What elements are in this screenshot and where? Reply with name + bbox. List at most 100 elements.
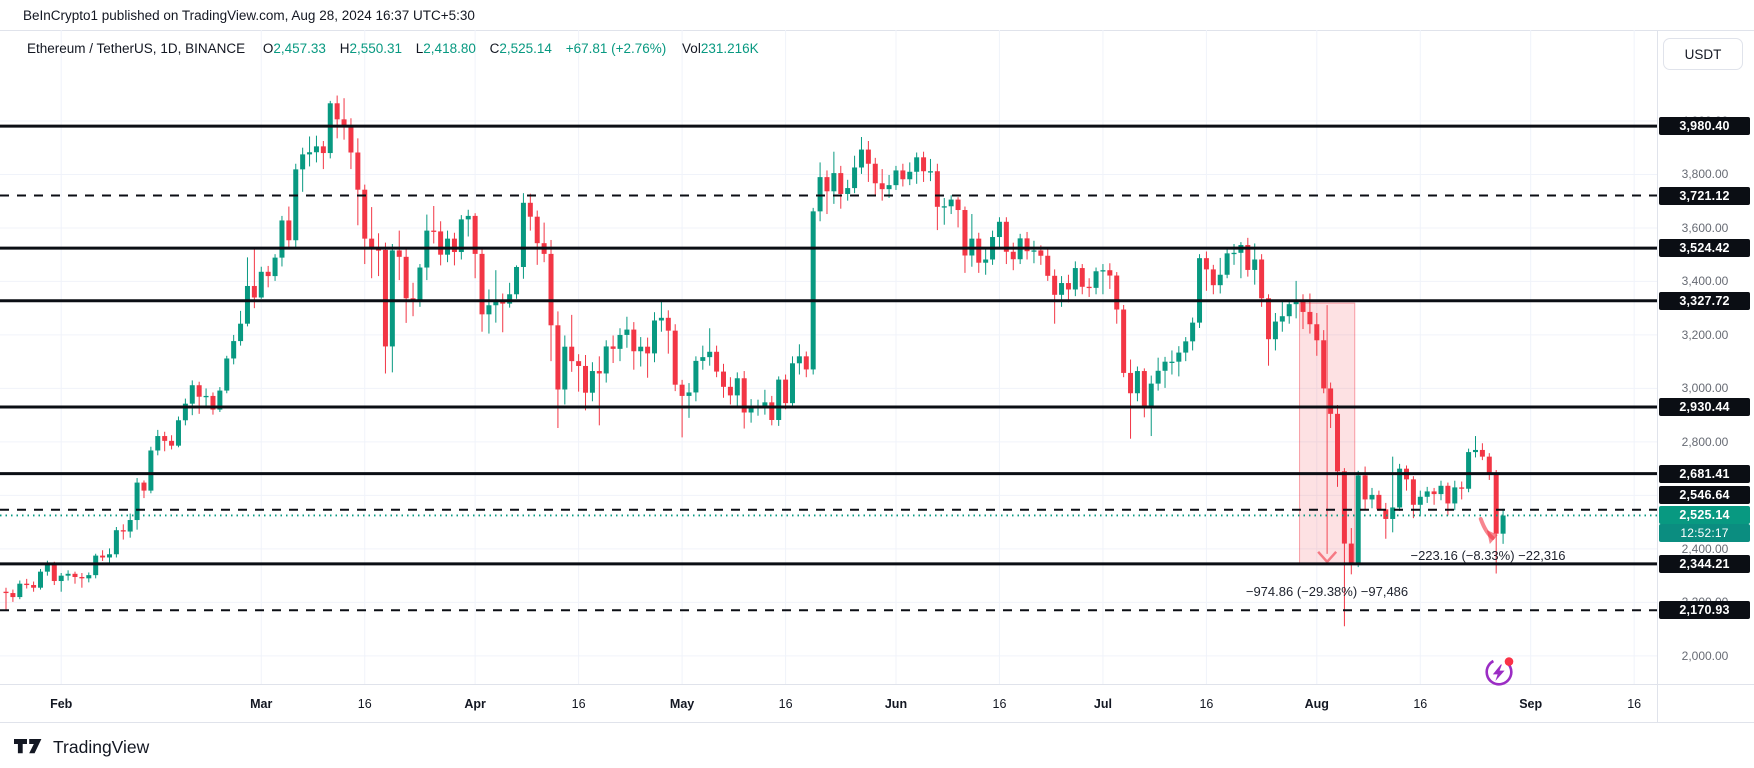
candle-body (527, 202, 533, 217)
candle-body (155, 436, 161, 451)
candle-body (169, 440, 175, 446)
candle-body (1072, 268, 1078, 290)
candle-body (31, 585, 37, 588)
time-axis-label: Feb (50, 697, 73, 711)
level-price-badge: 2,930.44 (1659, 398, 1750, 417)
candle-body (258, 271, 264, 298)
candle-body (251, 285, 257, 298)
candle-body (465, 215, 471, 220)
candle-body (1369, 494, 1375, 500)
close-value: 2,525.14 (499, 41, 552, 56)
candle-body (762, 402, 768, 406)
candle-body (665, 317, 671, 331)
level-price-badge: 2,546.64 (1659, 486, 1750, 505)
candle-body (182, 403, 188, 421)
candle-body (852, 167, 858, 189)
candle-body (617, 334, 623, 349)
candle-body (1438, 485, 1444, 495)
candle-body (203, 395, 209, 398)
candle-body (1279, 316, 1285, 322)
candle-body (1114, 275, 1120, 310)
level-price-badge: 3,980.40 (1659, 117, 1750, 136)
price-axis-label: 3,800.00 (1681, 167, 1729, 182)
candle-body (520, 202, 526, 267)
symbol-title[interactable]: Ethereum / TetherUS, 1D, BINANCE (27, 41, 246, 56)
candle-body (1459, 487, 1465, 489)
candle-body (1286, 304, 1292, 317)
candle-body (1210, 269, 1216, 286)
candle-body (438, 231, 444, 255)
candle-body (44, 563, 50, 572)
candle-body (1300, 299, 1306, 312)
candle-body (1355, 475, 1361, 564)
time-axis-label: 16 (1199, 697, 1214, 711)
candle-body (658, 317, 664, 321)
candle-body (431, 230, 437, 232)
open-label: O (262, 41, 274, 56)
measure-label-crash: −974.86 (−29.38%) −97,486 (1245, 584, 1409, 599)
candle-body (244, 285, 250, 324)
bar-countdown: 12:52:17 (1659, 524, 1750, 543)
candle-body (893, 170, 899, 186)
candle-body (1362, 475, 1368, 500)
candle-body (17, 583, 23, 598)
candle-body (700, 357, 706, 361)
candle-body (1328, 388, 1334, 414)
candle-body (113, 530, 119, 555)
candle-body (1010, 251, 1016, 260)
candle-body (962, 210, 968, 256)
candle-body (1134, 371, 1140, 394)
candle-body (1079, 268, 1085, 287)
candle-body (603, 346, 609, 374)
candle-body (1472, 449, 1478, 453)
candle-body (548, 253, 554, 326)
candle-body (3, 591, 9, 594)
candle-body (1190, 322, 1196, 342)
candle-body (86, 575, 92, 579)
candle-body (1197, 258, 1203, 323)
candle-body (734, 378, 740, 396)
currency-toggle-button[interactable]: USDT (1663, 38, 1743, 70)
candle-body (162, 436, 168, 441)
candle-body (1397, 468, 1403, 508)
candle-body (1203, 258, 1209, 270)
candle-body (1169, 361, 1175, 363)
candle-body (1086, 286, 1092, 289)
candle-body (79, 577, 85, 579)
candle-body (100, 555, 106, 558)
candle-body (727, 386, 733, 396)
candle-body (376, 249, 382, 251)
candle-body (941, 206, 947, 208)
candle-body (1128, 372, 1134, 394)
candle-body (1383, 509, 1389, 519)
chart-top-border (0, 30, 1754, 31)
candle-body (672, 330, 678, 385)
candle-body (1045, 255, 1051, 276)
candle-body (858, 149, 864, 168)
candle-body (486, 305, 492, 315)
candle-body (1445, 485, 1451, 504)
tradingview-logo[interactable]: TradingView (14, 737, 149, 758)
candle-body (1107, 270, 1113, 276)
close-label: C (489, 41, 500, 56)
candle-body (1266, 298, 1272, 340)
low-label: L (415, 41, 424, 56)
candle-body (65, 573, 71, 576)
candle-body (1065, 283, 1071, 290)
time-axis-label: 16 (357, 697, 372, 711)
candle-body (514, 266, 520, 295)
lightning-icon[interactable] (1482, 654, 1516, 688)
candle-body (320, 146, 326, 154)
candle-body (927, 171, 933, 173)
candle-body (693, 360, 699, 393)
candle-body (534, 216, 540, 244)
open-value: 2,457.33 (273, 41, 326, 56)
candle-body (1162, 361, 1168, 371)
candle-body (1341, 471, 1347, 544)
candle-body (1390, 507, 1396, 519)
lightning-bolt (1492, 664, 1505, 681)
time-axis-label: 16 (1413, 697, 1428, 711)
candle-body (417, 267, 423, 301)
candle-body (1031, 250, 1037, 252)
